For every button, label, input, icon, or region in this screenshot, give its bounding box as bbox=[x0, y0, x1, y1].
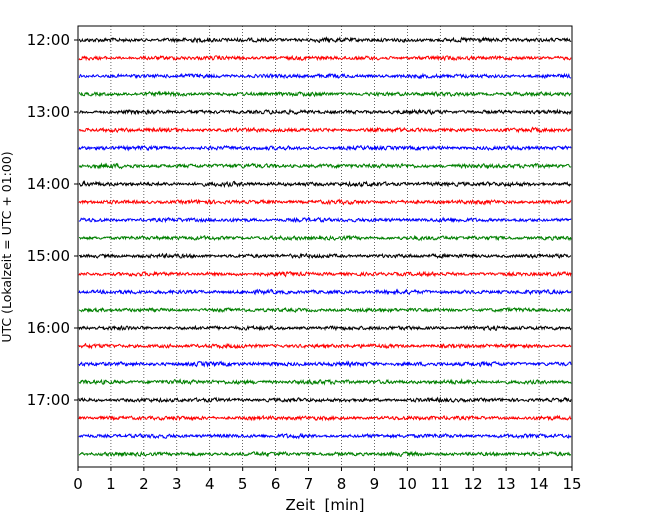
y-tick-label: 17:00 bbox=[27, 391, 70, 409]
x-tick-label: 1 bbox=[106, 475, 116, 493]
y-tick-label: 12:00 bbox=[27, 31, 70, 49]
trace-1430 bbox=[78, 216, 572, 224]
trace-1745 bbox=[78, 450, 572, 458]
trace-1530 bbox=[78, 288, 572, 296]
x-axis-label: Zeit [min] bbox=[285, 496, 364, 514]
trace-1600 bbox=[78, 324, 572, 332]
x-tick-label: 9 bbox=[370, 475, 380, 493]
x-tick-label: 5 bbox=[238, 475, 248, 493]
x-tick-label: 15 bbox=[562, 475, 581, 493]
y-axis-ticks: 12:00 13:00 14:00 15:00 16:00 17:00 bbox=[27, 31, 78, 409]
trace-1245 bbox=[78, 90, 572, 98]
x-tick-label: 8 bbox=[337, 475, 347, 493]
trace-1515 bbox=[78, 270, 572, 278]
y-tick-label: 13:00 bbox=[27, 103, 70, 121]
trace-1345 bbox=[78, 162, 572, 170]
trace-1315 bbox=[78, 126, 572, 134]
trace-1400 bbox=[78, 179, 572, 189]
trace-1615 bbox=[78, 342, 572, 350]
y-tick-label: 16:00 bbox=[27, 319, 70, 337]
x-axis-ticks: 0 1 2 3 4 5 6 7 8 9 10 11 12 13 14 15 bbox=[73, 467, 582, 493]
x-tick-label: 14 bbox=[530, 475, 549, 493]
trace-1330 bbox=[78, 144, 572, 152]
trace-1730 bbox=[78, 432, 572, 440]
x-tick-label: 10 bbox=[398, 475, 417, 493]
trace-1215 bbox=[78, 54, 572, 62]
trace-1500 bbox=[78, 252, 572, 260]
x-tick-label: 6 bbox=[271, 475, 281, 493]
x-tick-label: 13 bbox=[497, 475, 516, 493]
trace-1630 bbox=[78, 360, 572, 368]
trace-1645 bbox=[78, 378, 572, 386]
trace-1715 bbox=[78, 414, 572, 422]
trace-1415 bbox=[78, 198, 572, 206]
seismogram-traces bbox=[78, 36, 572, 458]
trace-1230 bbox=[78, 72, 572, 80]
x-tick-label: 11 bbox=[431, 475, 450, 493]
x-tick-label: 3 bbox=[172, 475, 182, 493]
x-tick-label: 7 bbox=[304, 475, 314, 493]
x-tick-label: 12 bbox=[464, 475, 483, 493]
x-tick-label: 2 bbox=[139, 475, 149, 493]
x-tick-label: 4 bbox=[205, 475, 215, 493]
y-tick-label: 14:00 bbox=[27, 175, 70, 193]
y-axis-label: UTC (Lokalzeit = UTC + 01:00) bbox=[0, 151, 14, 342]
x-tick-label: 0 bbox=[73, 475, 83, 493]
trace-1200 bbox=[78, 36, 572, 44]
trace-1300 bbox=[78, 108, 572, 116]
y-tick-label: 15:00 bbox=[27, 247, 70, 265]
trace-1545 bbox=[78, 306, 572, 314]
trace-1445 bbox=[78, 234, 572, 242]
trace-1700 bbox=[78, 396, 572, 404]
plot-frame bbox=[77, 25, 573, 468]
